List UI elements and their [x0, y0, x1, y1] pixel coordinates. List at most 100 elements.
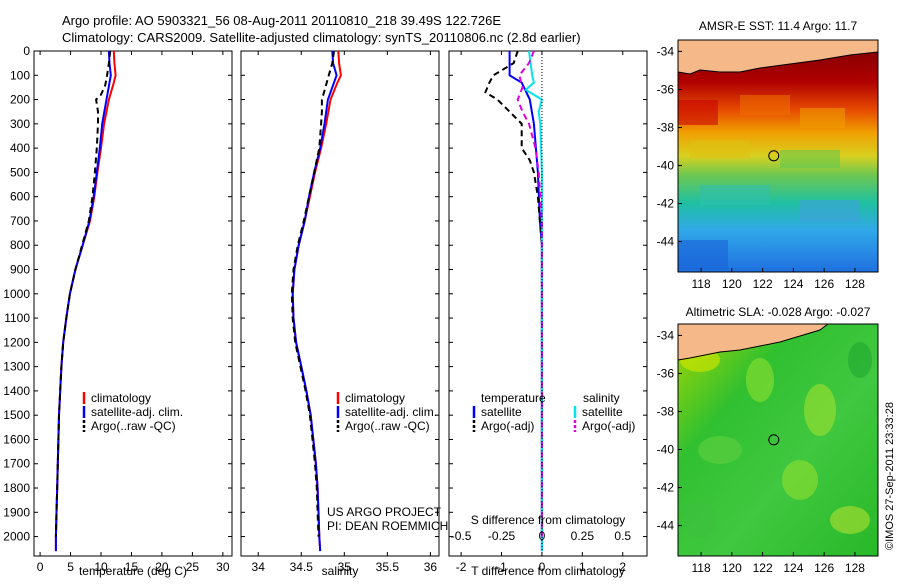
s-tick-label: 0.5	[614, 529, 631, 543]
sla-map-frame	[677, 323, 879, 557]
s-tick-label: -0.25	[488, 529, 516, 543]
legend-temp-satellite-label: satellite	[481, 405, 522, 419]
legend-satellite-label: satellite-adj. clim.	[91, 405, 183, 419]
depth-tick-label: 400	[10, 141, 30, 155]
s-difference-label: S difference from climatology	[471, 513, 626, 527]
lat-tick-label: -36	[657, 82, 675, 96]
imos-timestamp: ©IMOS 27-Sep-2011 23:33:28	[884, 402, 896, 550]
depth-tick-label: 300	[10, 117, 30, 131]
sst-argo-location-marker	[768, 150, 780, 162]
x-tick-label: 0	[37, 560, 44, 574]
depth-tick-label: 600	[10, 190, 30, 204]
legend-salinity-header: salinity	[583, 391, 620, 405]
sla-argo-location-marker	[768, 434, 780, 446]
lon-tick-label: 126	[814, 561, 834, 575]
legend-climatology-label: climatology	[345, 391, 405, 405]
sla-map-title: Altimetric SLA: -0.028 Argo: -0.027	[686, 305, 871, 319]
depth-tick-label: 200	[10, 93, 30, 107]
x-tick-label: 2	[619, 560, 626, 574]
depth-tick-label: 800	[10, 238, 30, 252]
depth-tick-label: 1600	[3, 432, 30, 446]
lon-tick-label: 124	[783, 277, 803, 291]
depth-tick-label: 1200	[3, 335, 30, 349]
depth-tick-label: 1400	[3, 384, 30, 398]
sst-map-panel: AMSR-E SST: 11.4 Argo: 11.7 118 120 122 124…	[657, 19, 879, 291]
series-argo-raw-qc	[290, 50, 335, 537]
sla-coastline	[677, 323, 829, 361]
x-tick-label: 30	[216, 560, 230, 574]
pi-annotation: PI: DEAN ROEMMICH	[327, 519, 448, 533]
difference-plot-frame	[448, 50, 648, 557]
x-tick-label: 36	[424, 560, 438, 574]
series-satellite-adj-clim	[54, 50, 112, 552]
series-salinity-argo-adj	[516, 50, 543, 537]
s-tick-label: -0.5	[451, 529, 472, 543]
lat-tick-label: -34	[657, 44, 675, 58]
salinity-plot-frame	[240, 50, 440, 557]
depth-tick-label: 2000	[3, 530, 30, 544]
temperature-panel: 0100200300400500600700800900100011001200…	[3, 44, 233, 578]
s-tick-label: 0.25	[571, 529, 595, 543]
difference-legend: temperature satellite Argo(-adj) salinit…	[472, 391, 635, 433]
x-tick-label: 15	[125, 560, 139, 574]
lon-tick-label: 122	[753, 277, 773, 291]
x-tick-label: -2	[456, 560, 467, 574]
lat-tick-label: -44	[657, 519, 675, 533]
x-tick-label: 20	[155, 560, 169, 574]
lat-tick-label: -44	[657, 235, 675, 249]
lat-tick-label: -40	[657, 159, 675, 173]
sst-land	[678, 40, 878, 74]
depth-tick-label: 1900	[3, 505, 30, 519]
lon-tick-label: 120	[722, 561, 742, 575]
sla-land	[678, 324, 828, 360]
series-argo-raw-qc	[54, 50, 112, 537]
series-salinity-satellite	[524, 50, 544, 552]
x-tick-label: -1	[496, 560, 507, 574]
temperature-legend: climatology satellite-adj. clim. Argo(..…	[82, 391, 183, 433]
sla-map-panel: Altimetric SLA: -0.028 Argo: -0.027 118 1…	[657, 305, 879, 575]
header-line-2: Climatology: CARS2009. Satellite-adjuste…	[62, 30, 581, 45]
x-tick-label: 1	[579, 560, 586, 574]
x-tick-label: 35	[338, 560, 352, 574]
sst-coastline	[677, 51, 879, 75]
x-tick-label: 5	[67, 560, 74, 574]
lon-tick-label: 124	[783, 561, 803, 575]
legend-sal-satellite-label: satellite	[582, 405, 623, 419]
lat-tick-label: -42	[657, 481, 675, 495]
lon-tick-label: 122	[753, 561, 773, 575]
sla-texture	[680, 342, 872, 538]
salinity-panel: 34 34.5 35 35.5 36 climatology satellite-adj…	[240, 50, 448, 578]
lat-tick-label: -42	[657, 197, 675, 211]
depth-tick-label: 0	[23, 44, 30, 58]
t-difference-xlabel: T difference from climatology	[471, 564, 625, 578]
s-tick-label: 0	[539, 529, 546, 543]
series-satellite-adj-clim	[291, 50, 338, 552]
lat-tick-label: -38	[657, 404, 675, 418]
series-climatology	[54, 50, 117, 552]
series-temperature-satellite	[508, 51, 543, 552]
legend-argo-label: Argo(..raw -QC)	[91, 419, 176, 433]
lat-tick-label: -38	[657, 120, 675, 134]
x-tick-label: 0	[539, 560, 546, 574]
legend-temp-argo-label: Argo(-adj)	[481, 419, 534, 433]
legend-argo-label: Argo(..raw -QC)	[345, 419, 430, 433]
sst-map-frame	[677, 39, 879, 273]
lon-tick-label: 128	[845, 277, 865, 291]
header-line-1: Argo profile: AO 5903321_56 08-Aug-2011 …	[62, 13, 501, 28]
depth-tick-label: 500	[10, 165, 30, 179]
depth-tick-label: 1800	[3, 481, 30, 495]
lat-tick-label: -34	[657, 328, 675, 342]
depth-tick-label: 1100	[4, 311, 30, 325]
sst-texture	[678, 95, 860, 270]
depth-tick-label: 1500	[3, 408, 30, 422]
lon-tick-label: 120	[722, 277, 742, 291]
x-tick-label: 34	[252, 560, 266, 574]
temperature-xlabel: temperature (deg C)	[79, 564, 187, 578]
difference-panel: -2 -1 0 1 2 temperature satellite Argo(-adj)…	[448, 50, 648, 578]
lon-tick-label: 118	[692, 277, 711, 291]
depth-tick-label: 1000	[3, 287, 30, 301]
lon-tick-label: 126	[814, 277, 834, 291]
temperature-plot-frame	[33, 50, 233, 557]
project-annotation: US ARGO PROJECT	[327, 505, 442, 519]
